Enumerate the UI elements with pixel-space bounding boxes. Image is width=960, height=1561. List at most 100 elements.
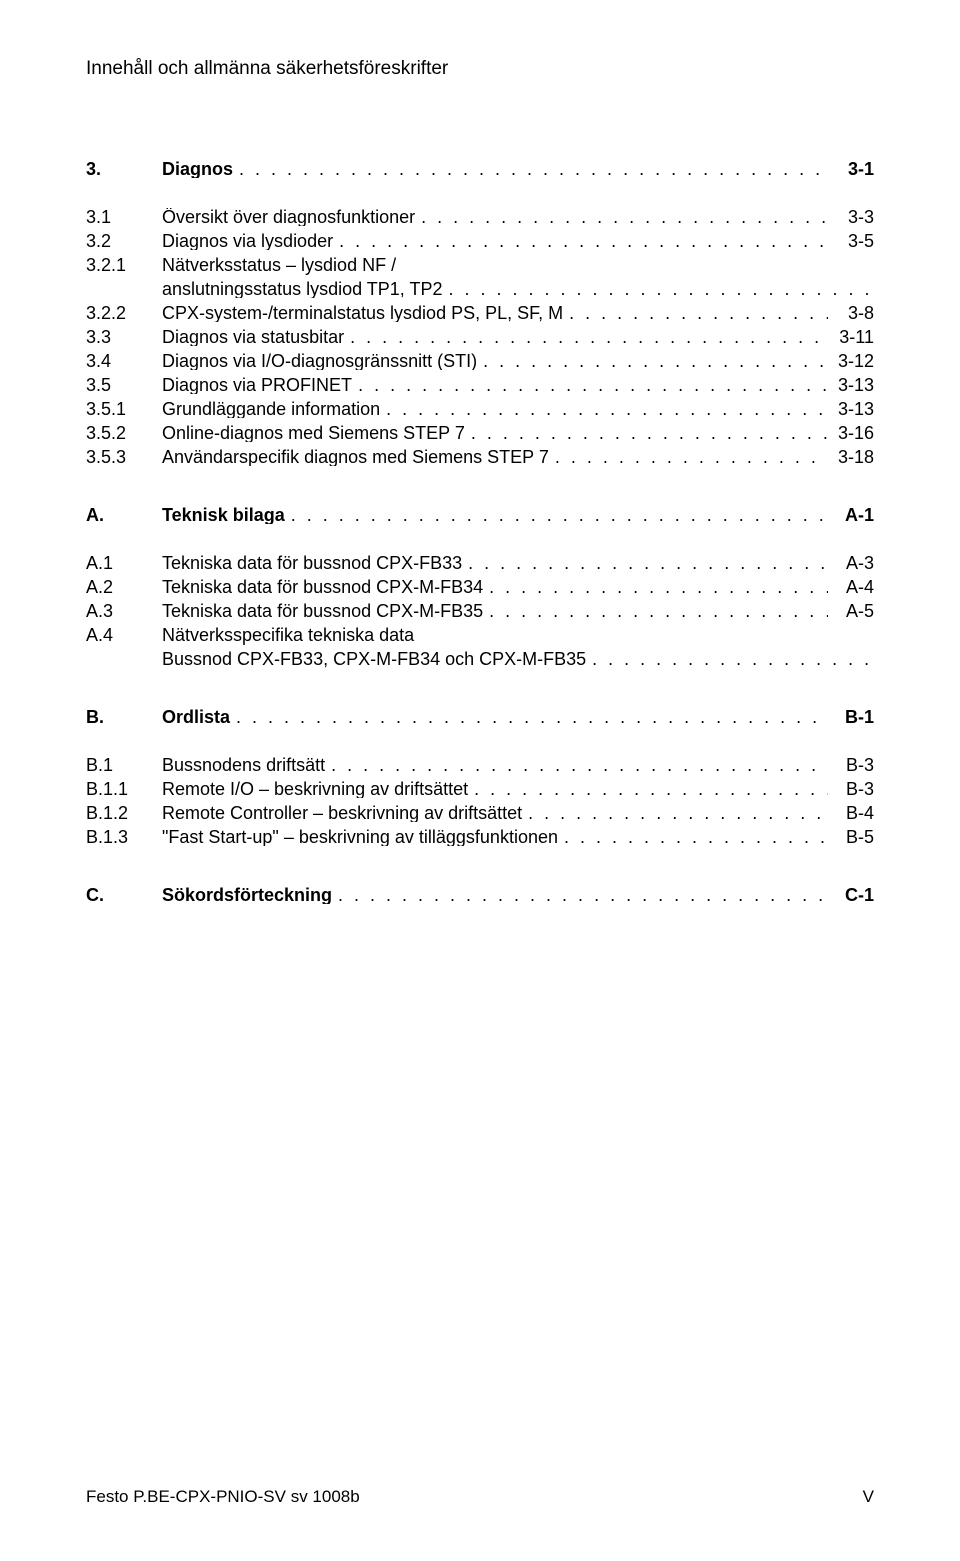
toc-title: Teknisk bilaga <box>162 506 285 524</box>
toc-row: C.Sökordsförteckning. . . . . . . . . . … <box>86 886 874 904</box>
toc-row: 3.5.3Användarspecifik diagnos med Siemen… <box>86 448 874 466</box>
toc-title-wrap: Nätverksspecifika tekniska data Bussnod C… <box>162 626 874 668</box>
toc-page: A-3 <box>828 554 874 572</box>
toc-row: B.Ordlista. . . . . . . . . . . . . . . … <box>86 708 874 726</box>
toc-page: A-1 <box>828 506 874 524</box>
toc-number: C. <box>86 886 162 904</box>
toc-page: 3-5 <box>828 232 874 250</box>
toc-row: A.3Tekniska data för bussnod CPX-M-FB35.… <box>86 602 874 620</box>
toc-row: A.1Tekniska data för bussnod CPX-FB33. .… <box>86 554 874 572</box>
toc-leaders: . . . . . . . . . . . . . . . . . . . . … <box>230 708 828 726</box>
toc-number: 3.5.2 <box>86 424 162 442</box>
toc-number: B.1.3 <box>86 828 162 846</box>
toc-line: Nätverksstatus – lysdiod NF / <box>162 256 874 274</box>
toc-leaders: . . . . . . . . . . . . . . . . . . . . … <box>468 780 828 798</box>
toc-page: B-1 <box>828 708 874 726</box>
toc-title: Bussnodens driftsätt <box>162 756 325 774</box>
toc-leaders: . . . . . . . . . . . . . . . . . . . . … <box>477 352 828 370</box>
toc-number: 3.5.3 <box>86 448 162 466</box>
toc-number: A.2 <box>86 578 162 596</box>
toc-title-wrap: Grundläggande information. . . . . . . .… <box>162 400 874 418</box>
toc-page: A-4 <box>828 578 874 596</box>
toc-gap <box>86 732 874 756</box>
toc-number: 3.1 <box>86 208 162 226</box>
toc-row: A.4Nätverksspecifika tekniska dataBussno… <box>86 626 874 668</box>
toc-page: 3-11 <box>828 328 874 346</box>
table-of-contents: 3.Diagnos. . . . . . . . . . . . . . . .… <box>86 160 874 934</box>
toc-leaders: . . . . . . . . . . . . . . . . . . . . … <box>285 506 828 524</box>
toc-page: B-5 <box>828 828 874 846</box>
toc-title: Nätverksstatus – lysdiod NF / <box>162 256 396 274</box>
toc-number: 3.2 <box>86 232 162 250</box>
toc-title-wrap: Online-diagnos med Siemens STEP 7. . . .… <box>162 424 874 442</box>
toc-title: Ordlista <box>162 708 230 726</box>
toc-gap <box>86 184 874 208</box>
toc-leaders: . . . . . . . . . . . . . . . . . . . . … <box>344 328 828 346</box>
toc-title-wrap: Nätverksstatus – lysdiod NF / anslutnings… <box>162 256 874 298</box>
toc-number: A. <box>86 506 162 524</box>
toc-row: 3.2.2CPX-system-/terminalstatus lysdiod … <box>86 304 874 322</box>
toc-title-wrap: CPX-system-/terminalstatus lysdiod PS, P… <box>162 304 874 322</box>
toc-row: 3.3Diagnos via statusbitar. . . . . . . … <box>86 328 874 346</box>
toc-leaders: . . . . . . . . . . . . . . . . . . . . … <box>332 886 828 904</box>
footer-left: Festo P.BE-CPX-PNIO-SV sv 1008b <box>86 1487 360 1507</box>
toc-title: Tekniska data för bussnod CPX-M-FB34 <box>162 578 483 596</box>
toc-gap <box>86 530 874 554</box>
toc-title: Diagnos via I/O-diagnosgränssnitt (STI) <box>162 352 477 370</box>
toc-title-wrap: "Fast Start-up" – beskrivning av tillägg… <box>162 828 874 846</box>
toc-title-wrap: Sökordsförteckning. . . . . . . . . . . … <box>162 886 874 904</box>
toc-title: Diagnos <box>162 160 233 178</box>
toc-leaders: . . . . . . . . . . . . . . . . . . . . … <box>333 232 828 250</box>
toc-row: B.1.2Remote Controller – beskrivning av … <box>86 804 874 822</box>
toc-leaders: . . . . . . . . . . . . . . . . . . . . … <box>462 554 828 572</box>
toc-title: Översikt över diagnosfunktioner <box>162 208 415 226</box>
toc-title: Bussnod CPX-FB33, CPX-M-FB34 och CPX-M-F… <box>162 650 586 668</box>
toc-page: C-1 <box>828 886 874 904</box>
toc-leaders: . . . . . . . . . . . . . . . . . . . . … <box>563 304 828 322</box>
toc-title: Remote I/O – beskrivning av driftsättet <box>162 780 468 798</box>
toc-row: B.1Bussnodens driftsätt. . . . . . . . .… <box>86 756 874 774</box>
toc-row: B.1.3"Fast Start-up" – beskrivning av ti… <box>86 828 874 846</box>
toc-title-wrap: Ordlista. . . . . . . . . . . . . . . . … <box>162 708 874 726</box>
toc-number: A.1 <box>86 554 162 572</box>
toc-title-wrap: Bussnodens driftsätt. . . . . . . . . . … <box>162 756 874 774</box>
toc-title: Användarspecifik diagnos med Siemens STE… <box>162 448 549 466</box>
toc-number: 3.2.1 <box>86 256 162 274</box>
toc-multiline: Nätverksstatus – lysdiod NF / anslutnings… <box>162 256 874 298</box>
toc-line: Nätverksspecifika tekniska data <box>162 626 874 644</box>
toc-title: anslutningsstatus lysdiod TP1, TP2 <box>162 280 443 298</box>
toc-number: B.1.1 <box>86 780 162 798</box>
toc-title-wrap: Diagnos via statusbitar. . . . . . . . .… <box>162 328 874 346</box>
toc-title-wrap: Diagnos. . . . . . . . . . . . . . . . .… <box>162 160 874 178</box>
toc-page: A-5 <box>828 602 874 620</box>
toc-title: Diagnos via PROFINET <box>162 376 352 394</box>
toc-gap <box>86 910 874 934</box>
page: Innehåll och allmänna säkerhetsföreskrif… <box>0 0 960 1561</box>
toc-leaders: . . . . . . . . . . . . . . . . . . . . … <box>586 650 874 668</box>
toc-number: B.1.2 <box>86 804 162 822</box>
toc-row: 3.1Översikt över diagnosfunktioner. . . … <box>86 208 874 226</box>
toc-title: CPX-system-/terminalstatus lysdiod PS, P… <box>162 304 563 322</box>
toc-row: B.1.1Remote I/O – beskrivning av driftsä… <box>86 780 874 798</box>
toc-title-wrap: Användarspecifik diagnos med Siemens STE… <box>162 448 874 466</box>
toc-title: Diagnos via lysdioder <box>162 232 333 250</box>
toc-page: 3-8 <box>828 304 874 322</box>
toc-gap <box>86 674 874 708</box>
toc-page: 3-18 <box>828 448 874 466</box>
toc-leaders: . . . . . . . . . . . . . . . . . . . . … <box>465 424 828 442</box>
toc-title: Sökordsförteckning <box>162 886 332 904</box>
toc-row: A.2Tekniska data för bussnod CPX-M-FB34.… <box>86 578 874 596</box>
toc-title: Remote Controller – beskrivning av drift… <box>162 804 522 822</box>
toc-number: 3.5 <box>86 376 162 394</box>
toc-title: Online-diagnos med Siemens STEP 7 <box>162 424 465 442</box>
toc-number: 3.2.2 <box>86 304 162 322</box>
toc-leaders: . . . . . . . . . . . . . . . . . . . . … <box>483 602 828 620</box>
toc-row: 3.2.1Nätverksstatus – lysdiod NF / anslut… <box>86 256 874 298</box>
toc-title: Nätverksspecifika tekniska data <box>162 626 414 644</box>
toc-multiline: Nätverksspecifika tekniska data Bussnod C… <box>162 626 874 668</box>
toc-title-wrap: Diagnos via I/O-diagnosgränssnitt (STI).… <box>162 352 874 370</box>
toc-leaders: . . . . . . . . . . . . . . . . . . . . … <box>352 376 828 394</box>
toc-leaders: . . . . . . . . . . . . . . . . . . . . … <box>415 208 828 226</box>
toc-title: "Fast Start-up" – beskrivning av tillägg… <box>162 828 558 846</box>
toc-title-wrap: Tekniska data för bussnod CPX-FB33. . . … <box>162 554 874 572</box>
